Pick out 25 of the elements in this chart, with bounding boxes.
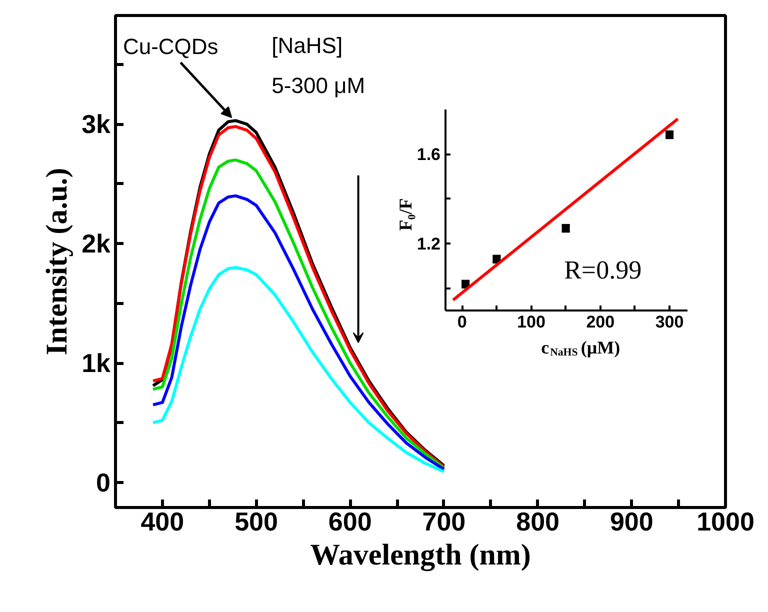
x-tick-label: 500 [234, 506, 278, 536]
line-series [152, 266, 446, 474]
x-tick-label: 200 [586, 312, 615, 332]
x-tick-label: 0 [457, 312, 467, 332]
x-tick-label: 700 [422, 506, 466, 536]
x-tick-label: 1000 [696, 506, 754, 536]
x-tick-label: 400 [140, 506, 184, 536]
annotation: R=0.99 [564, 255, 642, 284]
annotation: [NaHS] [272, 33, 343, 58]
x-tick-label: 600 [328, 506, 372, 536]
y-axis-title: Intensity (a.u.) [40, 168, 74, 356]
y-tick-label: 3k [82, 109, 112, 140]
annotation: 5-300 μM [272, 72, 366, 98]
x-tick-label: 300 [655, 312, 684, 332]
y-tick-label: 0 [96, 467, 111, 498]
x-tick-label: 100 [517, 312, 546, 332]
x-axis-title: Wavelength (nm) [310, 538, 531, 572]
y-tick-label: 1k [82, 348, 112, 378]
x-tick-label: 800 [516, 506, 560, 536]
y-tick-label: 2k [82, 228, 112, 259]
annotation: Cu-CQDs [122, 34, 218, 60]
x-tick-label: 900 [610, 506, 654, 536]
y-tick-label: 1.2 [416, 234, 441, 254]
y-axis-title: F₀/F [396, 198, 416, 231]
y-tick-label: 1.6 [416, 145, 441, 164]
